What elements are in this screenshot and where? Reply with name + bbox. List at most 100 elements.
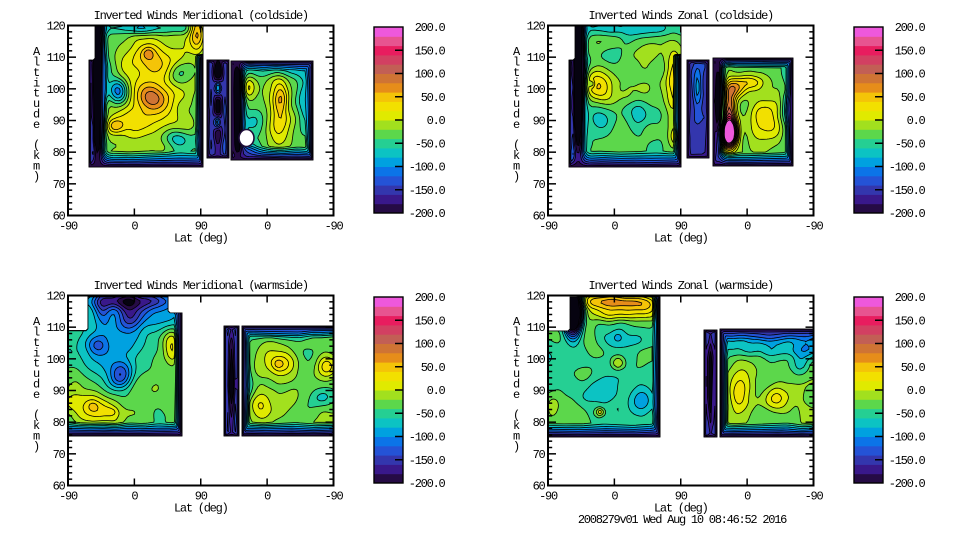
svg-text:150.0: 150.0 [895,314,926,328]
svg-text:100: 100 [527,353,546,367]
svg-text:60: 60 [53,210,66,224]
svg-text:A: A [513,45,521,59]
svg-text:0: 0 [264,490,271,504]
svg-text:-150.0: -150.0 [889,184,926,198]
svg-text:120: 120 [527,290,546,304]
svg-text:m: m [513,430,520,444]
svg-text:50.0: 50.0 [901,91,926,105]
svg-text:100.0: 100.0 [895,68,926,82]
svg-text:100.0: 100.0 [895,338,926,352]
svg-text:-50.0: -50.0 [895,137,926,151]
svg-text:Inverted Winds Meridional (war: Inverted Winds Meridional (warmside) [94,279,308,293]
svg-text:-100.0: -100.0 [889,431,926,445]
svg-text:u: u [513,97,520,111]
svg-text:A: A [513,315,521,329]
svg-text:70: 70 [53,178,66,192]
svg-text:50.0: 50.0 [421,91,446,105]
svg-text:0: 0 [264,220,271,234]
svg-text:d: d [513,378,520,392]
svg-text:t: t [33,357,39,371]
svg-text:50.0: 50.0 [421,361,446,375]
svg-text:0: 0 [131,220,138,234]
svg-text:(: ( [33,139,39,153]
svg-text:100: 100 [527,83,546,97]
svg-text:80: 80 [53,146,66,160]
svg-text:-100.0: -100.0 [409,431,446,445]
svg-text:120: 120 [47,20,66,34]
svg-text:0.0: 0.0 [907,384,926,398]
svg-text:70: 70 [533,448,546,462]
svg-text:): ) [513,170,519,184]
svg-text:u: u [513,367,520,381]
svg-text:90: 90 [53,115,66,129]
svg-text:0.0: 0.0 [427,384,446,398]
svg-text:k: k [513,149,520,163]
svg-text:(: ( [33,409,39,423]
svg-text:d: d [513,108,520,122]
svg-text:100.0: 100.0 [415,338,446,352]
svg-text:e: e [513,118,520,132]
svg-text:-90: -90 [325,490,344,504]
svg-text:150.0: 150.0 [415,44,446,58]
svg-text:0: 0 [611,220,618,234]
svg-text:100: 100 [47,353,66,367]
svg-text:-50.0: -50.0 [415,407,446,421]
svg-text:90: 90 [195,220,208,234]
svg-text:l: l [513,326,520,340]
svg-text:-100.0: -100.0 [889,161,926,175]
svg-text:d: d [33,108,40,122]
svg-text:-90: -90 [59,220,78,234]
svg-text:90: 90 [195,490,208,504]
svg-text:90: 90 [533,385,546,399]
svg-text:(: ( [513,139,519,153]
svg-text:t: t [33,87,39,101]
svg-text:90: 90 [53,385,66,399]
svg-text:i: i [513,346,520,360]
svg-text:200.0: 200.0 [415,291,446,305]
svg-text:120: 120 [527,20,546,34]
svg-text:Inverted Winds Zonal (warmside: Inverted Winds Zonal (warmside) [589,279,774,293]
svg-text:0: 0 [744,490,751,504]
svg-text:e: e [33,118,40,132]
svg-text:80: 80 [533,416,546,430]
svg-text:150.0: 150.0 [895,44,926,58]
svg-text:i: i [33,76,40,90]
svg-text:i: i [513,76,520,90]
svg-text:m: m [513,160,520,174]
svg-text:l: l [33,56,40,70]
svg-text:-50.0: -50.0 [415,137,446,151]
svg-text:k: k [33,419,40,433]
svg-text:110: 110 [47,51,66,65]
svg-text:m: m [33,430,40,444]
svg-text:Inverted Winds Zonal (coldside: Inverted Winds Zonal (coldside) [589,9,774,23]
svg-text:t: t [33,66,39,80]
svg-text:200.0: 200.0 [895,21,926,35]
svg-text:Lat (deg): Lat (deg) [174,501,228,515]
svg-text:0: 0 [744,220,751,234]
svg-text:): ) [513,440,519,454]
svg-text:t: t [33,336,39,350]
svg-text:k: k [33,149,40,163]
svg-text:90: 90 [675,490,688,504]
svg-text:-150.0: -150.0 [409,454,446,468]
svg-text:120: 120 [47,290,66,304]
svg-text:-90: -90 [805,220,824,234]
svg-text:d: d [33,378,40,392]
svg-text:(: ( [513,409,519,423]
svg-text:100: 100 [47,83,66,97]
svg-text:Lat (deg): Lat (deg) [654,231,708,245]
svg-text:l: l [513,56,520,70]
svg-text:A: A [33,315,41,329]
svg-text:t: t [513,87,519,101]
svg-text:e: e [513,388,520,402]
svg-text:100.0: 100.0 [415,68,446,82]
svg-text:e: e [33,388,40,402]
svg-text:m: m [33,160,40,174]
svg-text:150.0: 150.0 [415,314,446,328]
svg-text:110: 110 [527,51,546,65]
svg-text:60: 60 [53,480,66,494]
svg-text:-150.0: -150.0 [409,184,446,198]
svg-text:-50.0: -50.0 [895,407,926,421]
svg-text:70: 70 [53,448,66,462]
svg-text:0: 0 [611,490,618,504]
